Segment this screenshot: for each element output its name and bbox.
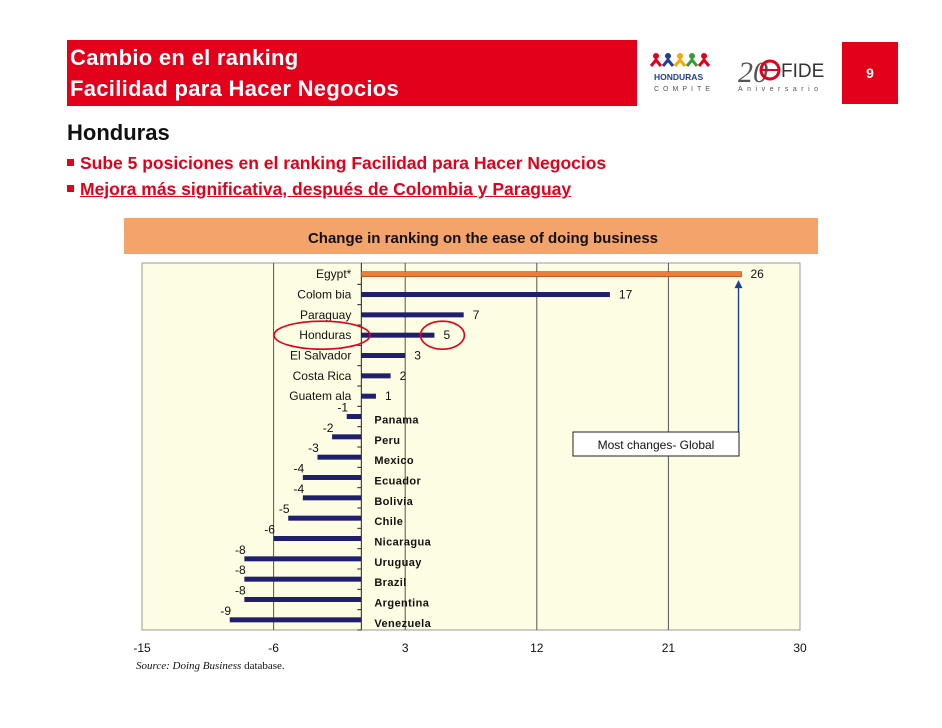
chart-title: Change in ranking on the ease of doing b… <box>308 230 658 247</box>
bar <box>273 536 362 542</box>
chart-title-band <box>124 218 818 254</box>
data-label: 3 <box>414 349 421 363</box>
category-label: Venezuela <box>374 618 431 630</box>
annotation-box <box>572 431 740 457</box>
category-label: Mexico <box>374 455 414 467</box>
bar <box>244 556 362 562</box>
slide-title-line-2: Facilidad para Hacer Negocios <box>70 76 400 101</box>
bullet-item: Sube 5 posiciones en el ranking Facilida… <box>67 153 606 174</box>
category-label: Paraguay <box>300 308 351 322</box>
data-label: 1 <box>385 389 392 403</box>
category-label: El Salvador <box>290 349 351 363</box>
bar <box>302 475 362 481</box>
bar <box>244 576 362 582</box>
data-label: -2 <box>323 421 334 435</box>
category-label: Egypt* <box>316 267 352 281</box>
highlight-circle <box>419 320 466 350</box>
data-label: -8 <box>235 563 246 577</box>
x-tick-label: 12 <box>530 641 544 655</box>
category-label: Colom bia <box>297 288 351 302</box>
data-label: -4 <box>294 462 305 476</box>
category-label: Panama <box>374 415 419 427</box>
bar <box>361 271 742 277</box>
section-heading: Honduras <box>67 120 170 145</box>
bullet-square-icon <box>67 184 74 192</box>
bar <box>229 617 362 623</box>
title-bar <box>67 40 637 106</box>
bar <box>361 353 406 359</box>
bar <box>288 515 362 521</box>
honduras-compite-logo: HONDURAS COMPITE 20 FIDE Aniversario <box>649 53 824 93</box>
data-label: 2 <box>400 369 407 383</box>
annotation-arrowhead <box>734 280 743 289</box>
data-label: -8 <box>235 543 246 557</box>
aniversario-logo-text: Aniversario <box>738 86 823 93</box>
bar <box>302 495 362 501</box>
category-label: Ecuador <box>374 476 421 488</box>
source-suffix: database. <box>241 660 285 672</box>
data-label: -3 <box>308 441 319 455</box>
fide-anniversary-number: 20 <box>738 56 768 89</box>
bar <box>361 393 376 399</box>
fide-logo-mark <box>759 59 781 81</box>
bar <box>244 597 362 603</box>
category-label: Brazil <box>374 577 406 589</box>
data-label: 5 <box>443 328 450 342</box>
category-label: Costa Rica <box>293 369 352 383</box>
category-label: Honduras <box>299 328 351 342</box>
bullet-item: Mejora más significativa, después de Col… <box>67 179 571 200</box>
category-label: Peru <box>374 435 400 447</box>
data-label: -1 <box>337 401 348 415</box>
data-label: 17 <box>619 288 633 302</box>
bar <box>361 292 610 298</box>
data-label: -6 <box>264 523 275 537</box>
bullet-text: Sube 5 posiciones en el ranking Facilida… <box>80 153 607 173</box>
chart-source: Source: Doing Business database. <box>136 660 285 672</box>
bar <box>361 332 435 338</box>
x-tick-label: -6 <box>268 641 279 655</box>
compite-logo-text: COMPITE <box>654 86 714 93</box>
fide-logo-text: FIDE <box>781 61 824 82</box>
highlight-circle <box>273 320 371 350</box>
page-number: 9 <box>842 42 898 104</box>
annotation-text: Most changes- Global <box>598 438 715 452</box>
logos: HONDURAS COMPITE 20 FIDE Aniversario <box>646 46 866 102</box>
bar <box>317 454 362 460</box>
data-label: -4 <box>294 482 305 496</box>
bar <box>361 312 464 318</box>
bar <box>346 414 362 420</box>
data-label: -8 <box>235 584 246 598</box>
bullet-text: Mejora más significativa, después de Col… <box>80 179 572 199</box>
category-label: Bolivia <box>374 496 413 508</box>
data-label: 26 <box>751 267 765 281</box>
x-tick-label: -15 <box>133 641 151 655</box>
x-tick-label: 21 <box>662 641 676 655</box>
slide-title-line-1: Cambio en el ranking <box>70 45 299 70</box>
bar <box>332 434 362 440</box>
data-label: -5 <box>279 502 290 516</box>
category-label: Chile <box>374 516 403 528</box>
category-label: Guatem ala <box>289 389 351 403</box>
category-label: Uruguay <box>374 557 422 569</box>
bar <box>361 373 391 379</box>
people-icon <box>649 53 711 67</box>
data-label: 7 <box>473 308 480 322</box>
data-label: -9 <box>220 604 231 618</box>
x-tick-label: 3 <box>402 641 409 655</box>
x-tick-label: 30 <box>793 641 807 655</box>
honduras-logo-text: HONDURAS <box>654 72 703 82</box>
category-label: Argentina <box>374 598 429 610</box>
source-prefix: Source: Doing Business <box>136 660 242 672</box>
bullet-square-icon <box>67 158 74 166</box>
category-label: Nicaragua <box>374 537 431 549</box>
